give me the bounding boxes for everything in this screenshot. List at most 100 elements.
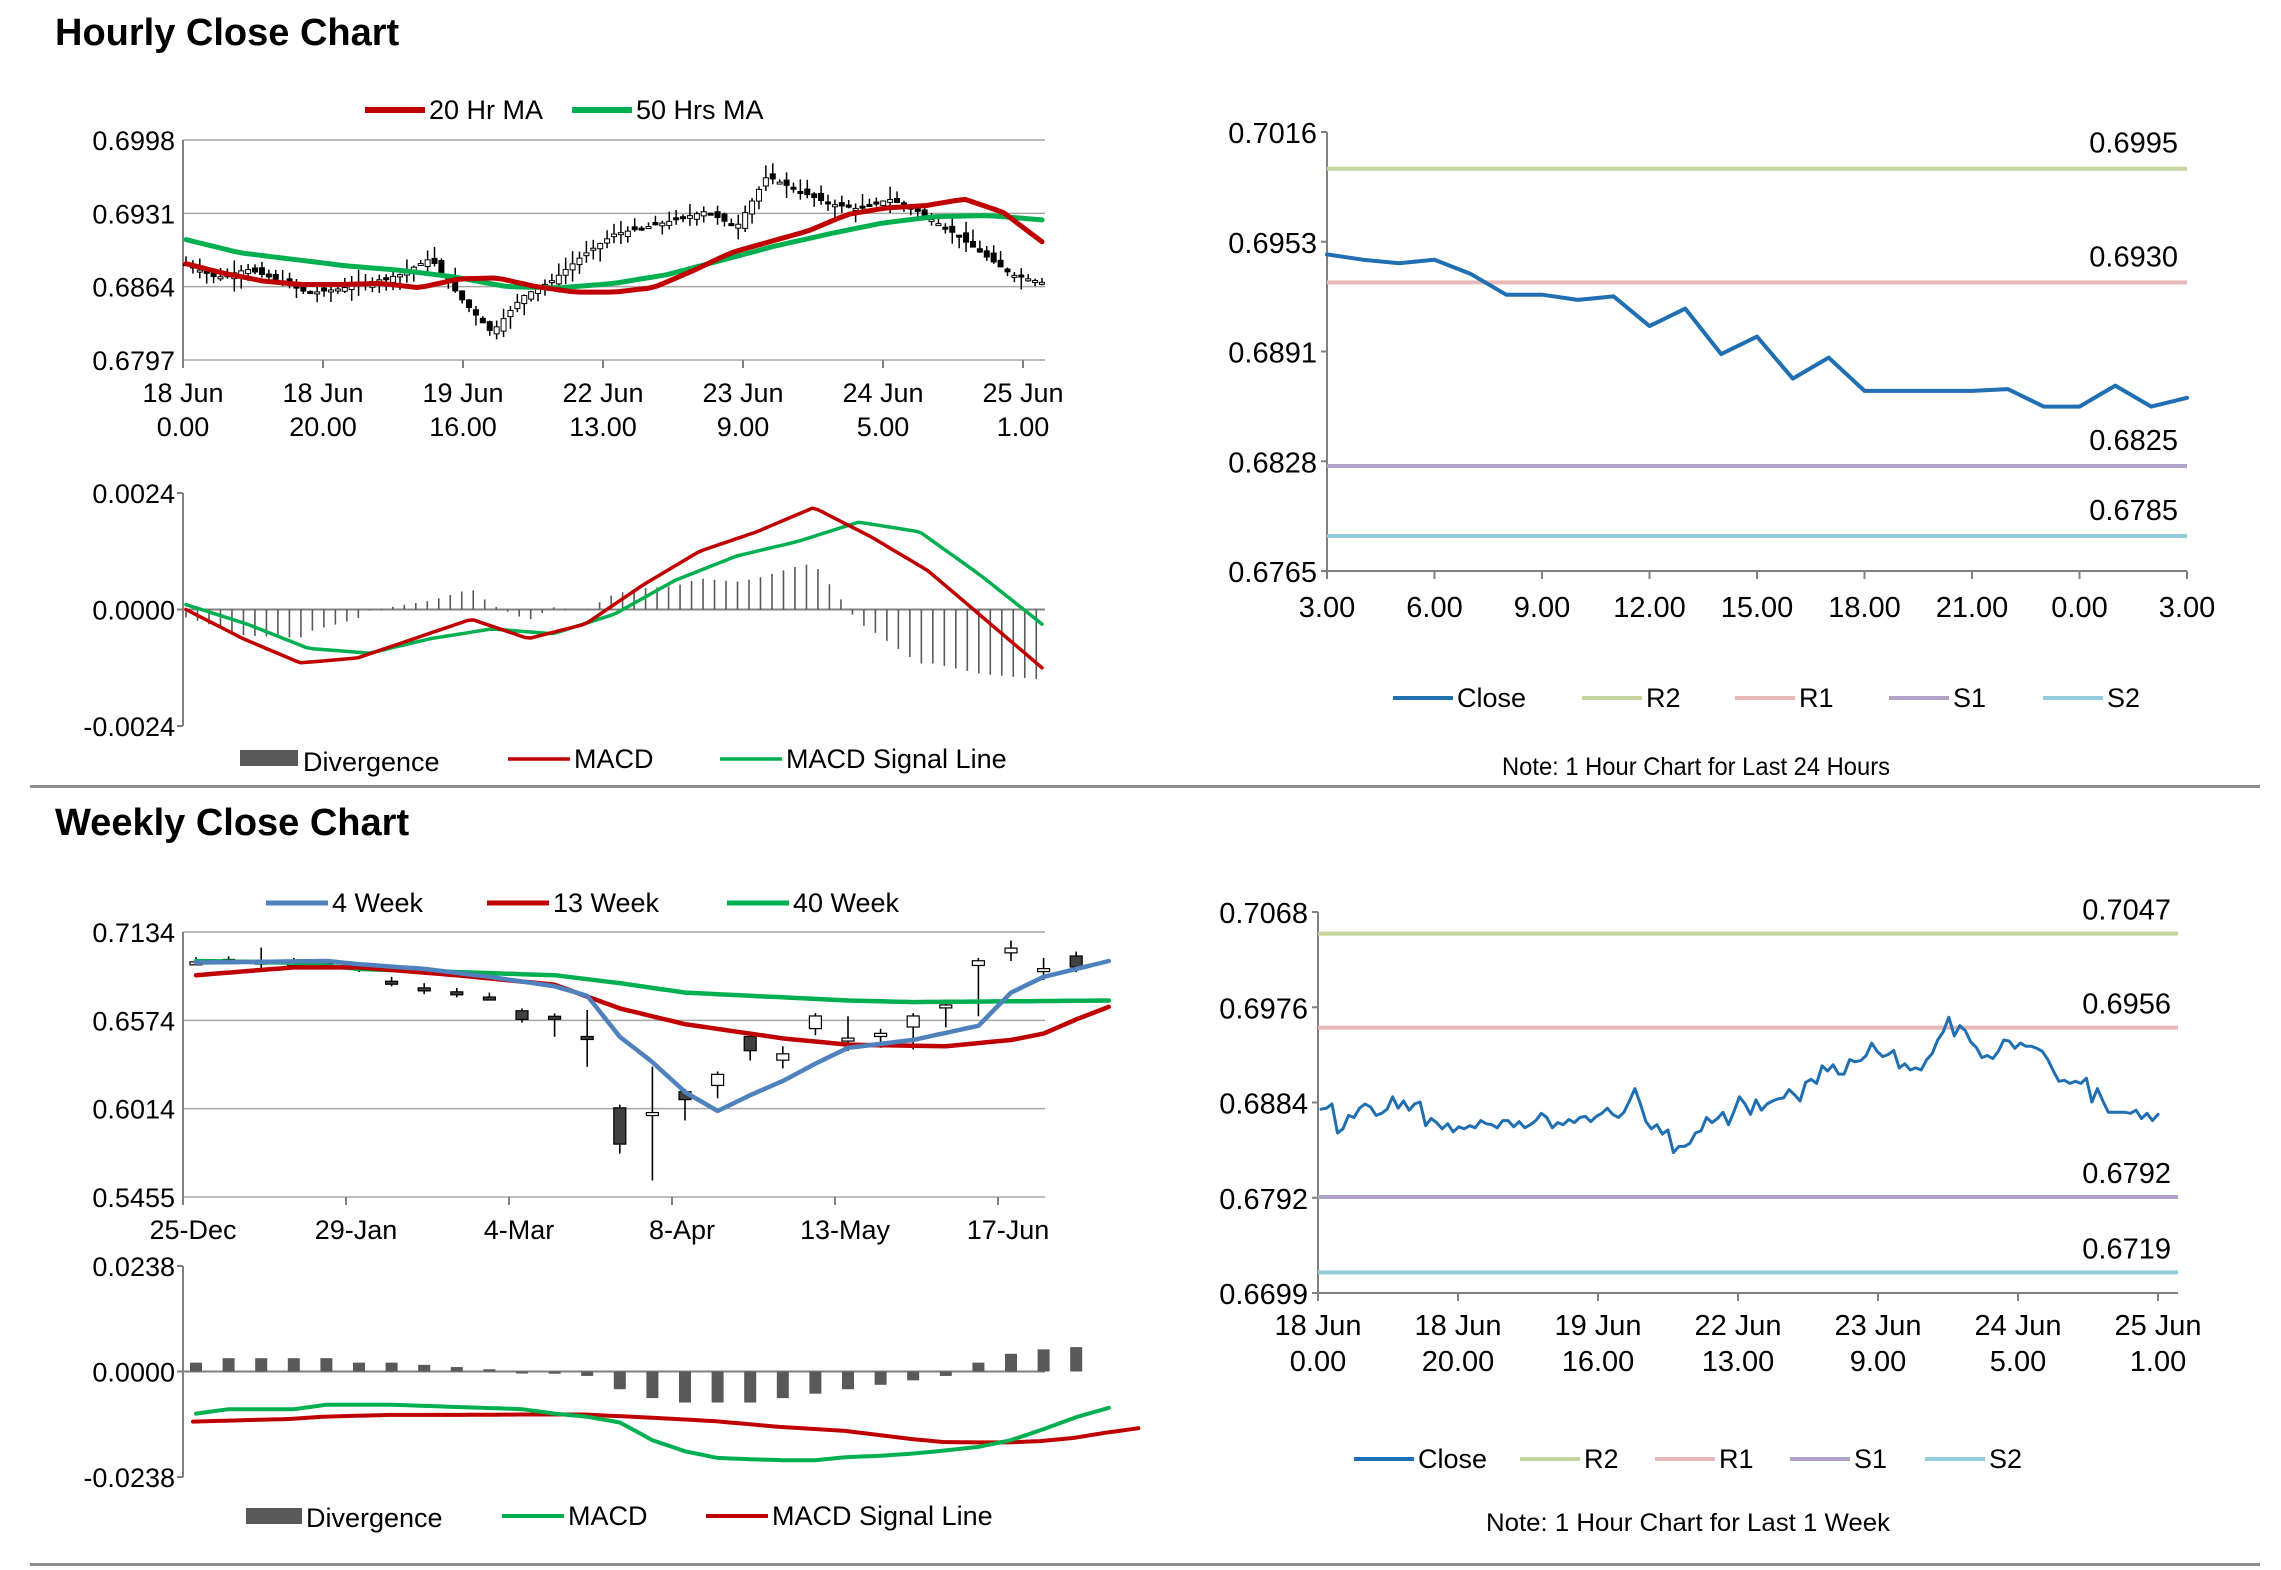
weekly-levels-legend-r1-label: R1: [1719, 1444, 1754, 1474]
hourly-candle-body: [638, 227, 645, 231]
hourly-x-tick-date: 23 Jun: [702, 378, 783, 408]
weekly-macd-signal-line: [191, 1412, 1141, 1445]
weekly-divergence-bar: [190, 1362, 202, 1372]
hourly-candle-body: [845, 204, 852, 208]
hourly-levels-x-tick-label: 18.00: [1828, 592, 1901, 624]
hourly-macd-line: [184, 506, 1044, 670]
hourly-x-tick-time: 13.00: [569, 412, 637, 442]
weekly-divergence-bar: [939, 1371, 952, 1376]
hourly-candle-body: [548, 280, 555, 284]
hourly-candle-body: [611, 233, 617, 238]
hourly-y-tick-label: 0.6998: [92, 126, 175, 156]
weekly-candle-body: [417, 987, 431, 992]
hourly-x-tick-date: 19 Jun: [422, 378, 503, 408]
weekly-legend-macd-signal-label: MACD Signal Line: [772, 1501, 993, 1531]
weekly-close-line: [1319, 1015, 2160, 1155]
hourly-levels-x-tick-label: 3.00: [2159, 592, 2215, 624]
weekly-level-r2-label: 0.7047: [2082, 895, 2171, 927]
hourly-levels-y-tick-label: 0.7016: [1228, 118, 1317, 150]
hourly-candle-body: [956, 234, 963, 238]
hourly-candle-body: [431, 257, 438, 264]
hourly-levels-legend-close-label: Close: [1457, 683, 1526, 713]
hourly-x-tick-date: 18 Jun: [282, 378, 363, 408]
hourly-candle-body: [300, 286, 307, 292]
weekly-levels-note: Note: 1 Hour Chart for Last 1 Week: [1486, 1509, 1891, 1537]
weekly-macd-y-tick-label: -0.0238: [83, 1463, 175, 1493]
hourly-candle-body: [838, 202, 845, 207]
weekly-levels-x-tick-date: 23 Jun: [1834, 1310, 1921, 1342]
hourly-candle-body: [438, 260, 445, 274]
weekly-levels-y-tick-label: 0.6699: [1219, 1279, 1308, 1311]
hourly-candle-body: [645, 226, 652, 230]
hourly-close-line: [1325, 252, 2189, 409]
hourly-candle-body: [583, 252, 590, 257]
hourly-candle-body: [714, 211, 721, 218]
hourly-candle-body: [942, 226, 949, 230]
hourly-candle-body: [700, 211, 707, 217]
hourly-candle-body: [1025, 278, 1032, 282]
hourly-candle-body: [873, 201, 880, 205]
hourly-y-tick-label: 0.6931: [92, 199, 175, 229]
hourly-candle-body: [590, 247, 597, 251]
weekly-candle-body: [841, 1037, 855, 1042]
weekly-y-tick-label: 0.6014: [92, 1095, 175, 1125]
hourly-candle-body: [252, 267, 259, 273]
weekly-legend-divergence-label: Divergence: [306, 1503, 443, 1533]
hourly-candle-body: [790, 186, 797, 190]
hourly-candle-body: [735, 223, 742, 229]
weekly-levels-y-tick-label: 0.6792: [1219, 1184, 1308, 1216]
weekly-candle-body: [873, 1032, 888, 1038]
weekly-divergence-bar: [776, 1371, 789, 1399]
weekly-levels-x-tick-time: 13.00: [1702, 1346, 1775, 1378]
hourly-macd-y-tick-label: 0.0000: [92, 596, 175, 626]
weekly-divergence-bar: [711, 1371, 724, 1403]
weekly-candle-body: [1069, 955, 1083, 968]
hourly-candle-body: [341, 287, 348, 292]
weekly-levels-legend-close-label: Close: [1418, 1444, 1487, 1474]
hourly-candle-body: [776, 181, 783, 185]
weekly-legend-40week-label: 40 Week: [793, 888, 900, 918]
hourly-candle-body: [528, 291, 535, 300]
hourly-candle-body: [424, 259, 431, 268]
weekly-levels-x-tick-time: 5.00: [1990, 1346, 2046, 1378]
weekly-divergence-bar: [646, 1371, 659, 1399]
weekly-level-s1-label: 0.6792: [2082, 1158, 2171, 1190]
hourly-candle-body: [769, 173, 776, 180]
weekly-x-tick-label: 29-Jan: [315, 1215, 398, 1245]
weekly-divergence-bar: [581, 1371, 594, 1376]
hourly-levels-x-tick-label: 21.00: [1936, 592, 2009, 624]
weekly-divergence-bar: [874, 1371, 887, 1385]
weekly-levels-x-tick-date: 19 Jun: [1554, 1310, 1641, 1342]
weekly-divergence-bar: [353, 1362, 365, 1372]
weekly-legend-13week-label: 13 Week: [553, 888, 660, 918]
hourly-candle-body: [397, 274, 403, 278]
weekly-x-tick-label: 8-Apr: [649, 1215, 715, 1245]
hourly-candle-body: [569, 263, 576, 271]
hourly-candle-body: [983, 250, 990, 258]
hourly-candle-body: [728, 223, 735, 227]
hourly-candle-body: [797, 190, 804, 194]
weekly-divergence-bar: [744, 1371, 757, 1403]
weekly-levels-x-tick-date: 18 Jun: [1414, 1310, 1501, 1342]
hourly-candle-body: [576, 257, 583, 266]
hourly-legend-macd-signal-label: MACD Signal Line: [786, 744, 1007, 774]
hourly-candle-body: [272, 274, 279, 280]
weekly-x-tick-label: 4-Mar: [484, 1215, 555, 1245]
weekly-candle-body: [1036, 968, 1051, 973]
weekly-y-tick-label: 0.5455: [92, 1183, 175, 1213]
hourly-x-tick-time: 0.00: [157, 412, 210, 442]
weekly-legend-4week-label: 4 Week: [332, 888, 424, 918]
weekly-y-tick-label: 0.6574: [92, 1006, 175, 1036]
hourly-ma50-line: [183, 213, 1045, 291]
weekly-levels-legend-s1-label: S1: [1854, 1444, 1887, 1474]
hourly-candle-body: [217, 276, 224, 280]
weekly-levels-legend-r2-label: R2: [1584, 1444, 1619, 1474]
hourly-candle-body: [686, 215, 693, 219]
weekly-candle-body: [743, 1035, 757, 1052]
weekly-candle-body: [645, 1111, 660, 1117]
hourly-candle-body: [321, 287, 328, 292]
weekly-candle-body: [515, 1010, 529, 1021]
hourly-ma20-line: [183, 196, 1045, 295]
weekly-divergence-bar: [1005, 1353, 1017, 1372]
